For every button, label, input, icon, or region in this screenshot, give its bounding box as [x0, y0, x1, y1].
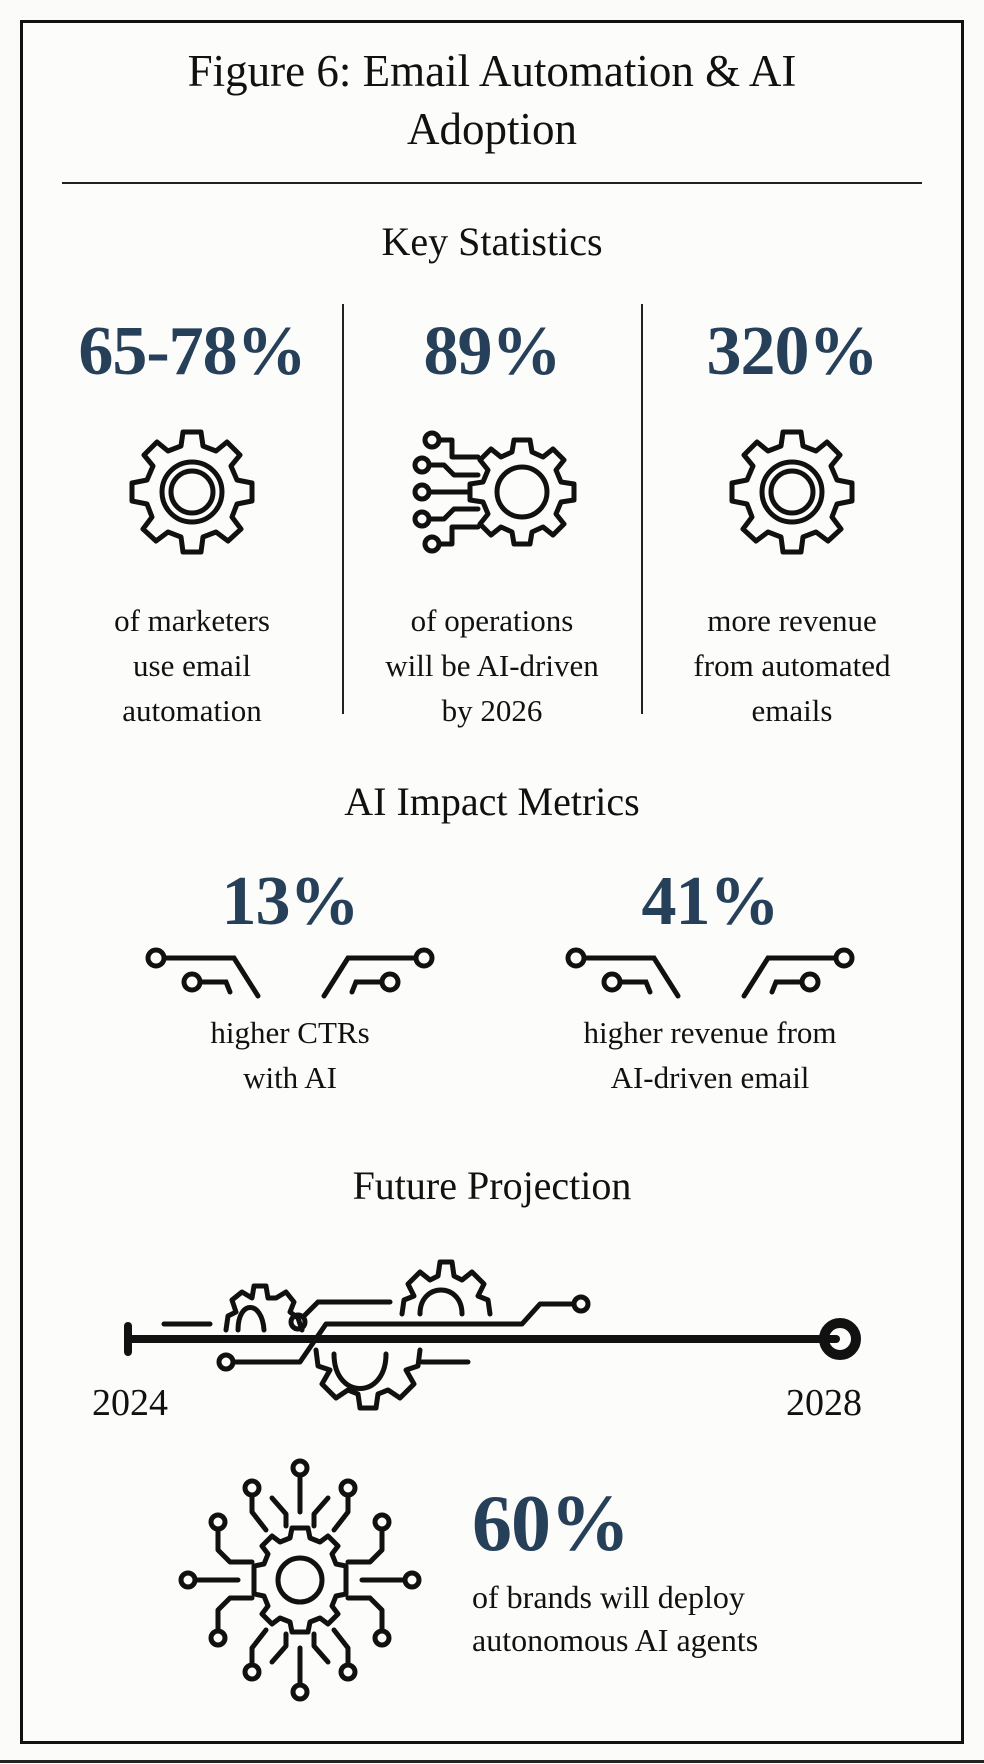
figure-frame	[20, 20, 964, 1744]
agents-stat: 60% of brands will deploy autonomous AI …	[472, 1478, 758, 1662]
bottom-divider	[0, 1760, 984, 1763]
circuit-traces-icon	[540, 944, 880, 1004]
impact-value: 41%	[641, 863, 780, 940]
circuit-gear-icon	[342, 422, 642, 562]
stat-value: 65-78%	[78, 313, 306, 390]
key-statistics-heading: Key Statistics	[381, 219, 603, 264]
figure-title: Figure 6: Email Automation & AI Adoption	[0, 42, 984, 158]
gear-icon	[642, 422, 942, 562]
stat-value: 320%	[706, 313, 879, 390]
timeline-end-label: 2028	[786, 1382, 862, 1424]
stat-card-operations: 89% of operations will be AI-driven by 2…	[342, 312, 642, 733]
stat-card-marketers: 65-78% of marketers use email automation	[42, 312, 342, 733]
impact-value: 13%	[221, 863, 360, 940]
future-projection-heading: Future Projection	[352, 1163, 632, 1208]
column-divider	[342, 304, 344, 714]
stat-card-revenue: 320% more revenue from automated emails	[642, 312, 942, 733]
ai-network-gear-icon	[170, 1450, 430, 1715]
column-divider	[641, 304, 643, 714]
title-line-1: Figure 6: Email Automation & AI	[187, 46, 797, 96]
gear-icon	[42, 422, 342, 562]
ai-impact-heading: AI Impact Metrics	[344, 779, 640, 824]
impact-description: higher CTRs with AI	[210, 1015, 370, 1095]
timeline-start-label: 2024	[92, 1382, 168, 1424]
stat-value: 89%	[423, 313, 562, 390]
impact-card-ctr: 13% higher CTRs with AI	[130, 862, 450, 1100]
timeline-graphic	[100, 1240, 900, 1445]
impact-description: higher revenue from AI-driven email	[583, 1015, 837, 1095]
stat-description: more revenue from automated emails	[693, 603, 891, 728]
stat-description: of marketers use email automation	[114, 603, 270, 728]
impact-card-revenue: 41% higher revenue from AI-driven email	[540, 862, 880, 1100]
title-divider	[62, 182, 922, 184]
agents-value: 60%	[472, 1480, 630, 1568]
agents-description: of brands will deploy autonomous AI agen…	[472, 1579, 759, 1658]
title-line-2: Adoption	[406, 104, 577, 154]
stat-description: of operations will be AI-driven by 2026	[385, 603, 599, 728]
circuit-traces-icon	[130, 944, 450, 1004]
